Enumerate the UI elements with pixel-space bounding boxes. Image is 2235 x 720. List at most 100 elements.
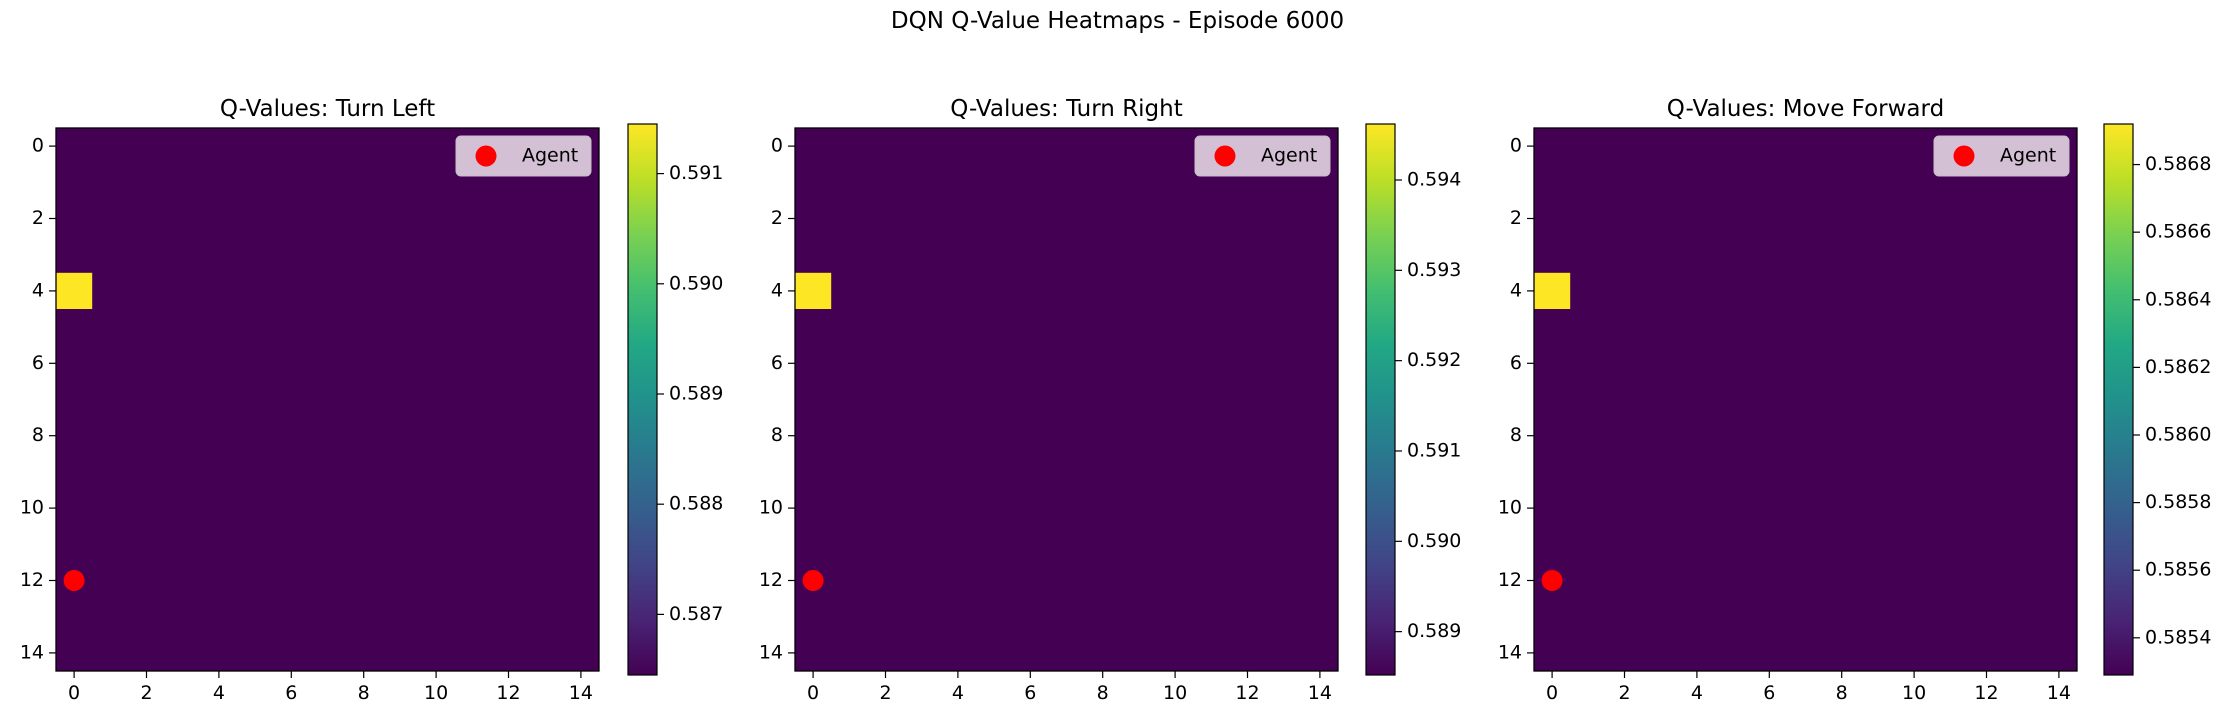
colorbar-tick-label: 0.5858	[2145, 491, 2211, 513]
y-tick-label: 14	[20, 641, 44, 663]
legend-label: Agent	[522, 145, 578, 167]
colorbar-tick-label: 0.588	[669, 493, 723, 515]
y-tick-label: 8	[1510, 424, 1522, 446]
axes-frame	[55, 127, 600, 672]
y-tick-label: 0	[771, 135, 783, 157]
y-tick-label: 12	[20, 569, 44, 591]
colorbar-tick-label: 0.591	[669, 162, 723, 184]
x-tick-label: 14	[1308, 682, 1332, 704]
legend-marker	[1953, 145, 1975, 167]
heatmap-panel-1: Q-Values: Turn Left 0 2 4 6 8 10 12 14 0 2 4 6 8 10 12 1…	[20, 96, 724, 704]
colorbar-frame	[627, 123, 658, 676]
agent-marker	[63, 570, 85, 591]
x-tick-label: 0	[1546, 682, 1558, 704]
colorbar-tick-label: 0.593	[1407, 259, 1461, 281]
colorbar-tick-label: 0.5866	[2145, 221, 2211, 243]
heatmap-cell-hot	[795, 272, 832, 309]
panel-title: Q-Values: Move Forward	[1667, 96, 1944, 122]
y-tick-label: 12	[759, 569, 783, 591]
axes-frame	[1533, 127, 2078, 672]
y-tick-label: 14	[759, 641, 783, 663]
x-tick-label: 14	[2047, 682, 2071, 704]
y-tick-label: 4	[1510, 279, 1522, 301]
colorbar-tick-label: 0.589	[669, 382, 723, 404]
y-tick-label: 0	[32, 135, 44, 157]
heatmap-cells-base	[1534, 128, 2077, 671]
x-tick-label: 12	[496, 682, 520, 704]
x-tick-label: 4	[952, 682, 964, 704]
y-tick-label: 4	[32, 279, 44, 301]
heatmap-cell-hot	[1534, 272, 1571, 309]
colorbar-tick-label: 0.594	[1407, 169, 1461, 191]
x-tick-label: 6	[1024, 682, 1036, 704]
legend-box	[455, 135, 592, 177]
colorbar-tick-label: 0.589	[1407, 620, 1461, 642]
x-tick-label: 8	[1836, 682, 1848, 704]
axes-frame	[794, 127, 1339, 672]
colorbar-tick-label: 0.590	[669, 272, 723, 294]
y-tick-label: 10	[20, 497, 44, 519]
heatmap-cells-base	[56, 128, 599, 671]
legend-box	[1933, 135, 2070, 177]
x-tick-label: 12	[1235, 682, 1259, 704]
colorbar-tick-label: 0.590	[1407, 530, 1461, 552]
colorbar-tick-label: 0.5856	[2145, 559, 2211, 581]
y-tick-label: 12	[1498, 569, 1522, 591]
legend-label: Agent	[2000, 145, 2056, 167]
x-tick-label: 12	[1974, 682, 1998, 704]
x-tick-label: 0	[68, 682, 80, 704]
panel-title: Q-Values: Turn Right	[950, 96, 1183, 122]
colorbar-tick-label: 0.5854	[2145, 626, 2211, 648]
heatmap-cells-base	[795, 128, 1338, 671]
x-tick-label: 10	[424, 682, 448, 704]
x-tick-label: 10	[1163, 682, 1187, 704]
y-tick-label: 2	[1510, 207, 1522, 229]
x-tick-label: 4	[213, 682, 225, 704]
x-tick-label: 8	[358, 682, 370, 704]
colorbar-gradient	[1366, 124, 1395, 675]
legend-box	[1194, 135, 1331, 177]
colorbar-gradient	[628, 124, 657, 675]
legend-marker	[475, 145, 497, 167]
x-tick-label: 2	[1618, 682, 1630, 704]
colorbar-tick-label: 0.5864	[2145, 288, 2211, 310]
x-tick-label: 10	[1902, 682, 1926, 704]
y-tick-label: 14	[1498, 641, 1522, 663]
y-tick-label: 4	[771, 279, 783, 301]
y-tick-label: 10	[759, 497, 783, 519]
x-tick-label: 6	[1763, 682, 1775, 704]
colorbar-tick-label: 0.5860	[2145, 423, 2211, 445]
x-tick-label: 4	[1691, 682, 1703, 704]
y-tick-label: 2	[32, 207, 44, 229]
agent-marker	[802, 570, 824, 591]
heatmap-panel-3: Q-Values: Move Forward 0 2 4 6 8 10 12 14 0 2 4 6 8 10…	[1498, 96, 2212, 704]
heatmap-panel-2: Q-Values: Turn Right 0 2 4 6 8 10 12 14 0 2 4 6 8 10 12…	[759, 96, 1462, 704]
x-tick-label: 2	[879, 682, 891, 704]
y-tick-label: 6	[32, 352, 44, 374]
y-tick-label: 8	[32, 424, 44, 446]
figure-title: DQN Q-Value Heatmaps - Episode 6000	[890, 8, 1345, 34]
colorbar-gradient	[2104, 124, 2133, 675]
y-tick-label: 8	[771, 424, 783, 446]
colorbar-tick-label: 0.5868	[2145, 153, 2211, 175]
legend-marker	[1214, 145, 1236, 167]
x-tick-label: 2	[140, 682, 152, 704]
y-tick-label: 10	[1498, 497, 1522, 519]
y-tick-label: 2	[771, 207, 783, 229]
legend-label: Agent	[1261, 145, 1317, 167]
colorbar-frame	[1365, 123, 1396, 676]
colorbar-tick-label: 0.587	[669, 603, 723, 625]
y-tick-label: 0	[1510, 135, 1522, 157]
colorbar-tick-label: 0.5862	[2145, 356, 2211, 378]
colorbar-tick-label: 0.592	[1407, 349, 1461, 371]
colorbar-tick-label: 0.591	[1407, 439, 1461, 461]
x-tick-label: 0	[807, 682, 819, 704]
x-tick-label: 8	[1097, 682, 1109, 704]
agent-marker	[1541, 570, 1563, 591]
y-tick-label: 6	[1510, 352, 1522, 374]
x-tick-label: 6	[285, 682, 297, 704]
y-tick-label: 6	[771, 352, 783, 374]
heatmap-cell-hot	[56, 272, 93, 309]
x-tick-label: 14	[569, 682, 593, 704]
